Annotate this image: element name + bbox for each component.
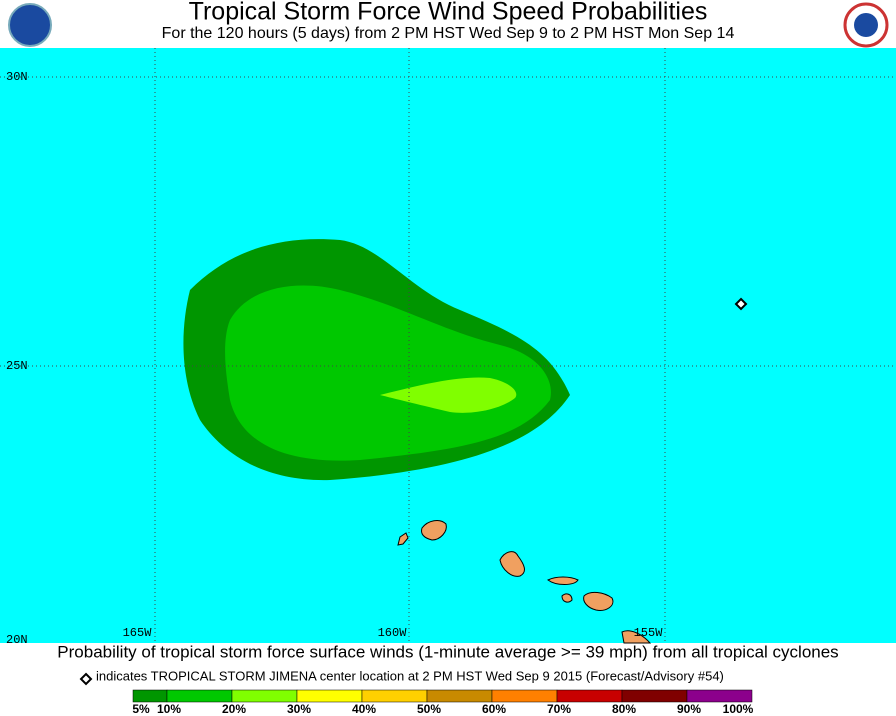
contour-20-30 (380, 377, 517, 413)
legend-label: 90% (677, 702, 701, 716)
legend-swatch (621, 689, 688, 703)
legend-swatch (361, 689, 428, 703)
contour-10-20 (225, 285, 551, 461)
legend-swatch (296, 689, 363, 703)
nws-logo-center (854, 13, 878, 37)
legend-swatch (686, 689, 753, 703)
island-kauai (421, 520, 447, 541)
legend-swatch (556, 689, 623, 703)
marker-key: indicates TROPICAL STORM JIMENA center l… (96, 668, 724, 683)
legend-swatch (231, 689, 298, 703)
legend-swatch (491, 689, 558, 703)
legend-label: 10% (157, 702, 181, 716)
marker-key-icon (79, 672, 93, 686)
island-niihau (397, 532, 409, 546)
lon-label: 155W (634, 626, 664, 640)
legend: 5% 10% 20% 30% 40% 50% 60% 70% 80% 90% 100% (132, 689, 754, 716)
legend-label: 20% (222, 702, 246, 716)
legend-label: 40% (352, 702, 376, 716)
legend-label: 80% (612, 702, 636, 716)
legend-swatch (166, 689, 233, 703)
legend-label: 5% (132, 702, 150, 716)
title: Tropical Storm Force Wind Speed Probabil… (189, 0, 708, 26)
storm-center-marker (734, 297, 748, 311)
subtitle: For the 120 hours (5 days) from 2 PM HST… (162, 25, 735, 42)
island-oahu (499, 551, 525, 577)
legend-label: 30% (287, 702, 311, 716)
legend-label: 60% (482, 702, 506, 716)
lat-label: 20N (6, 633, 28, 647)
island-maui (583, 591, 614, 611)
lat-label: 25N (6, 359, 28, 373)
legend-label: 70% (547, 702, 571, 716)
legend-swatch (132, 689, 168, 703)
island-lanai (561, 593, 573, 603)
legend-label: 50% (417, 702, 441, 716)
legend-swatch (426, 689, 493, 703)
island-hawaii (621, 630, 652, 644)
lon-label: 160W (378, 626, 408, 640)
lat-label: 30N (6, 70, 28, 84)
noaa-logo (8, 3, 52, 47)
caption: Probability of tropical storm force surf… (57, 642, 838, 661)
lon-label: 165W (123, 626, 153, 640)
legend-label: 100% (723, 702, 754, 716)
island-molokai (547, 576, 579, 585)
